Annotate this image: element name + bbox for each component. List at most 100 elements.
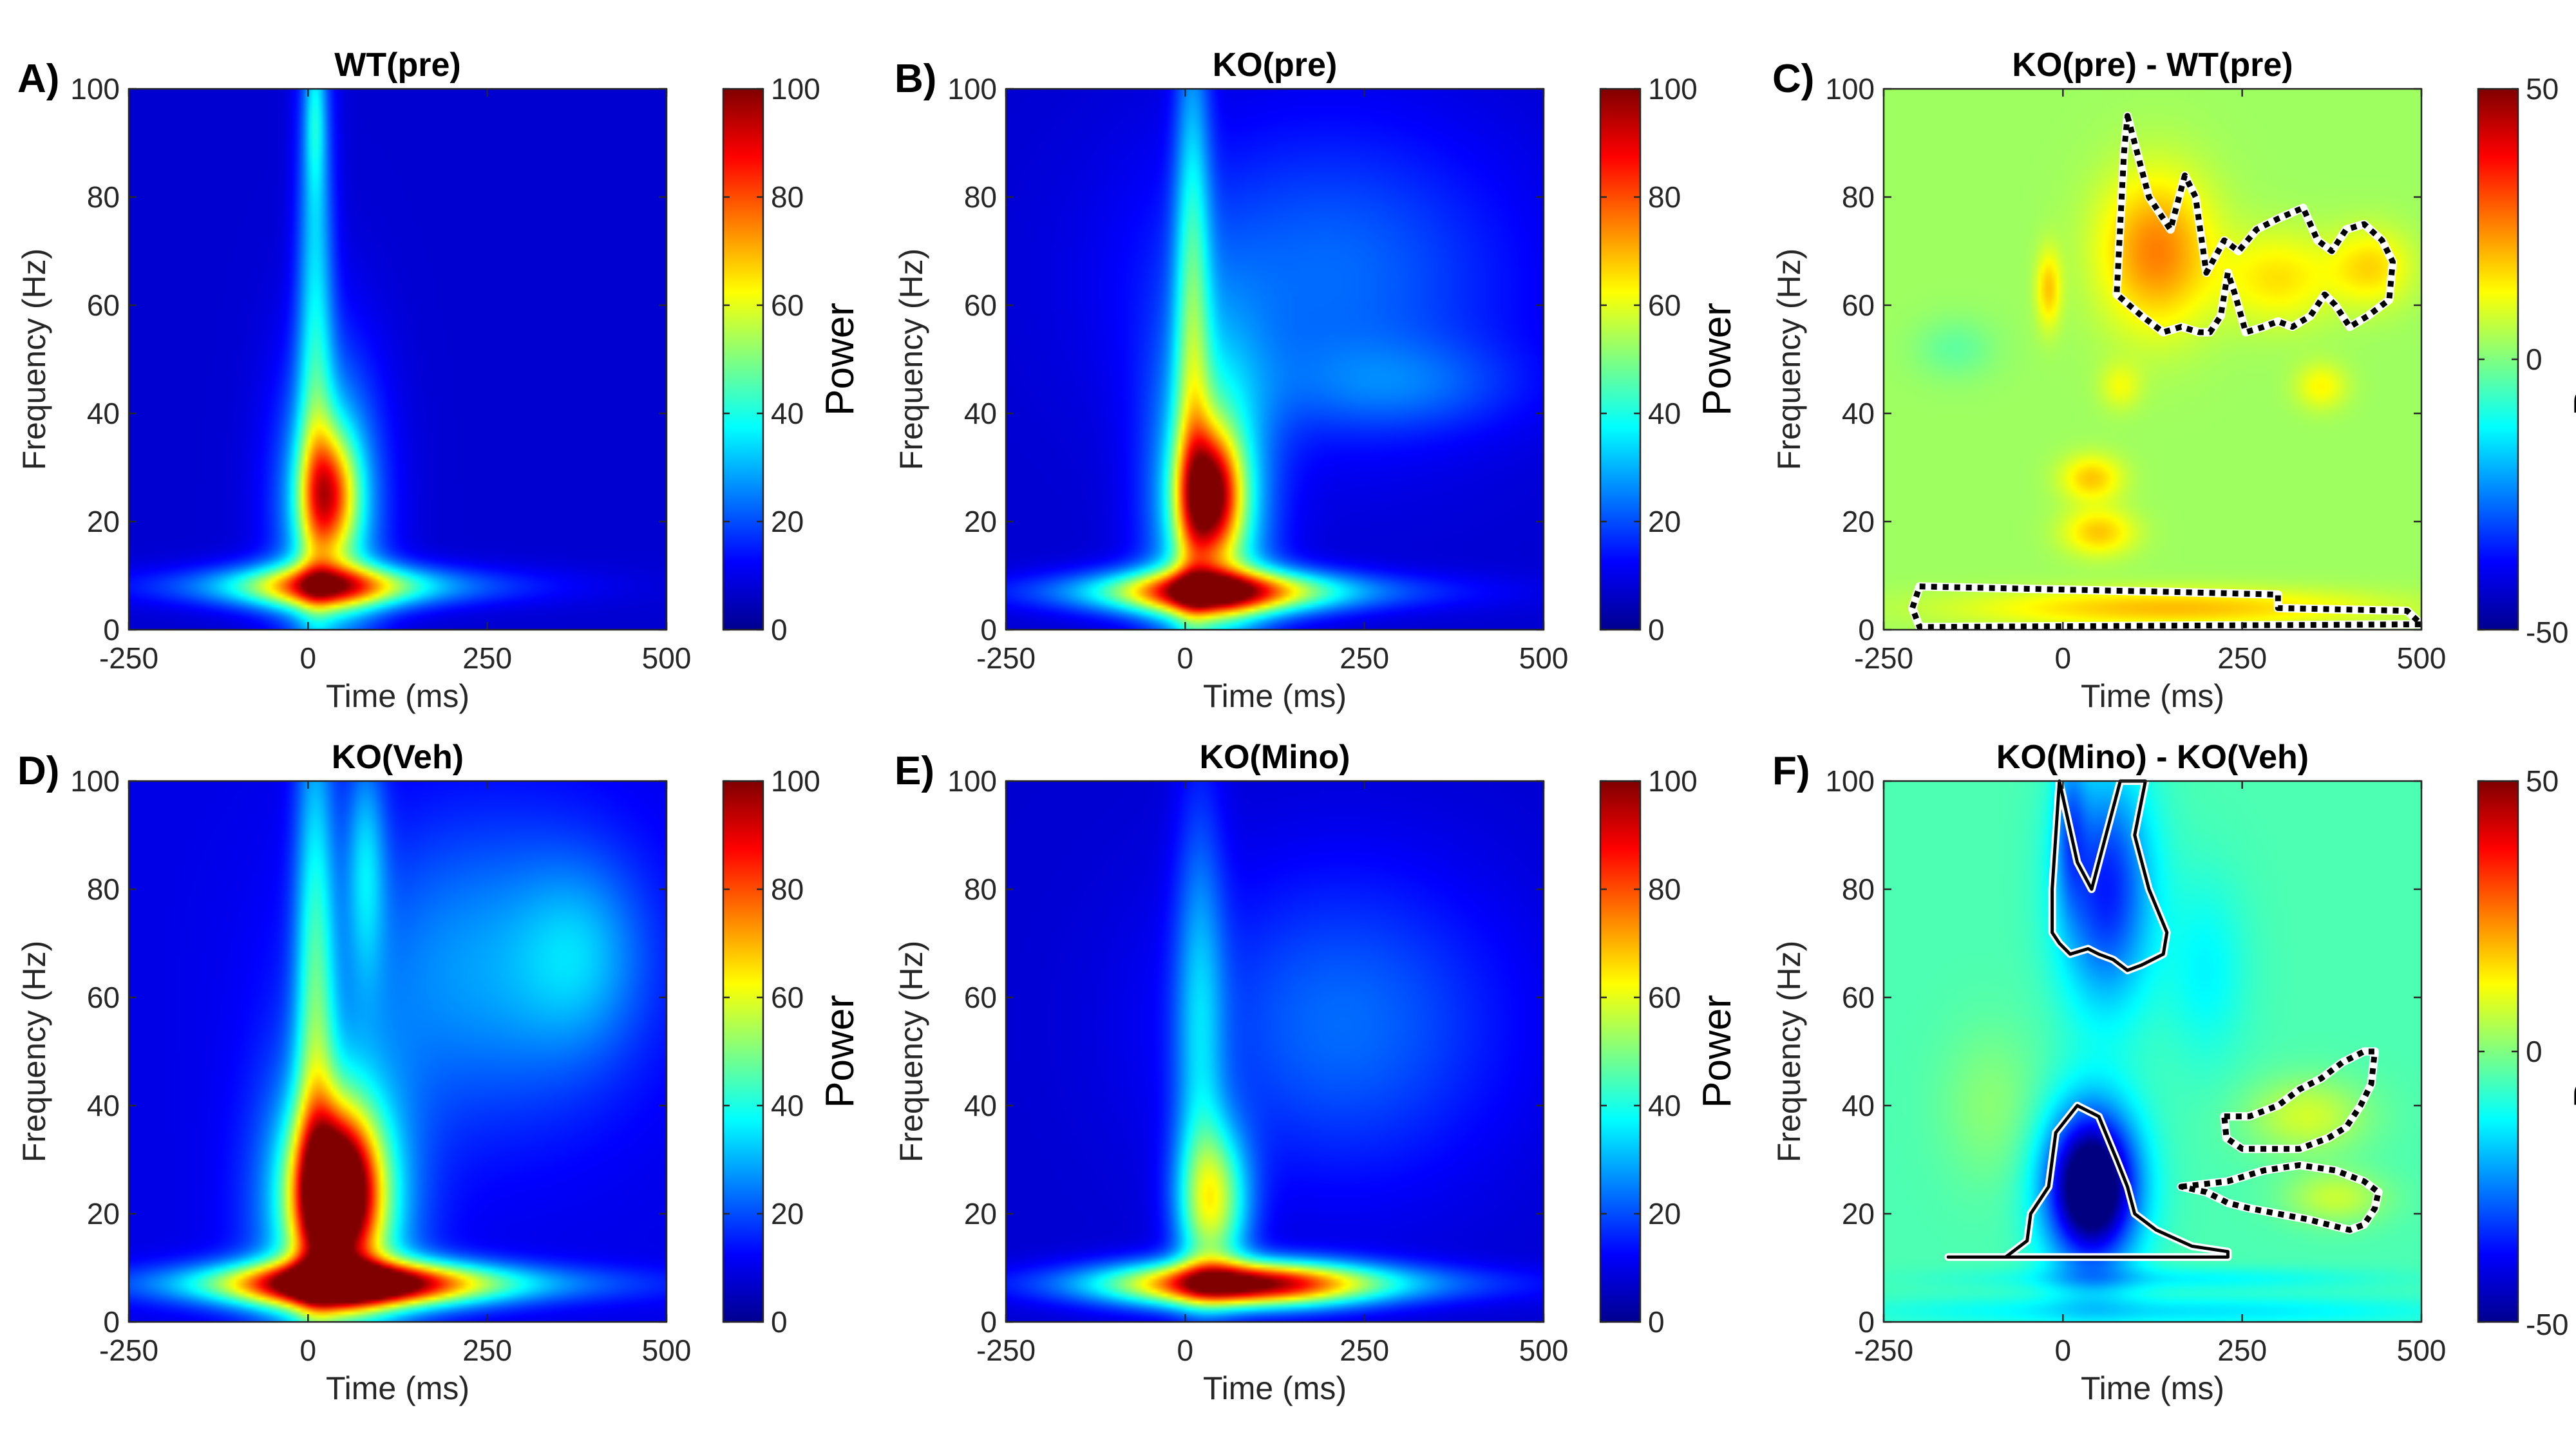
x-tick-label: -250 — [1854, 1334, 1913, 1367]
x-axis-label: Time (ms) — [1203, 678, 1347, 714]
colorbar-tick-label: 80 — [1648, 872, 1681, 906]
colorbar-tick-label: 80 — [1648, 180, 1681, 214]
x-tick-label: 0 — [2055, 641, 2072, 675]
y-tick-label: 80 — [87, 872, 120, 906]
y-tick-label: 60 — [1842, 981, 1875, 1014]
colorbar-tick-label: 100 — [1648, 764, 1698, 798]
colorbar-tick-label: 0 — [2526, 343, 2543, 376]
y-tick-label: 80 — [964, 180, 997, 214]
y-tick-label: 20 — [87, 1197, 120, 1230]
y-axis-label: Frequency (Hz) — [893, 249, 929, 471]
y-tick-label: 40 — [87, 397, 120, 430]
colorbar-label: Power — [818, 995, 862, 1108]
significance-contour-dashed — [2178, 1162, 2382, 1233]
heatmap-image — [1884, 89, 2421, 630]
significance-contour-dashed — [2114, 113, 2396, 335]
y-tick-label: 60 — [87, 981, 120, 1014]
colorbar-tick-label: 60 — [771, 981, 804, 1014]
heatmap-image — [1884, 781, 2421, 1322]
colorbar-tick-label: 0 — [771, 613, 788, 646]
y-tick-label: 20 — [1842, 505, 1875, 538]
x-tick-label: 0 — [300, 1334, 317, 1367]
y-axis-label: Frequency (Hz) — [1771, 941, 1807, 1163]
y-tick-label: 100 — [947, 764, 997, 798]
panel-letter: C) — [1772, 57, 1814, 101]
axes-frame — [128, 780, 668, 1323]
x-tick-label: 250 — [462, 641, 512, 675]
y-tick-label: 40 — [964, 397, 997, 430]
colorbar-tick-label: -50 — [2526, 616, 2568, 649]
significance-contour-solid — [1946, 1104, 2230, 1259]
y-tick-label: 100 — [70, 764, 120, 798]
panel-title: KO(Veh) — [332, 739, 464, 776]
y-axis-label: Frequency (Hz) — [16, 249, 52, 471]
y-tick-label: 0 — [103, 613, 120, 646]
panel-title: KO(Mino) — [1200, 739, 1350, 776]
x-tick-label: 0 — [1177, 1334, 1194, 1367]
colorbar-label: Power — [1695, 995, 1739, 1108]
colorbar-tick-label: 0 — [1648, 613, 1665, 646]
colorbar-tick-label: 100 — [1648, 72, 1698, 106]
y-tick-label: 20 — [1842, 1197, 1875, 1230]
colorbar-tick-label: 60 — [1648, 288, 1681, 322]
y-tick-label: 60 — [964, 981, 997, 1014]
colorbar-tick-label: 50 — [2526, 764, 2559, 798]
axes-frame — [1005, 780, 1545, 1323]
x-tick-label: -250 — [99, 1334, 158, 1367]
y-tick-label: 20 — [964, 1197, 997, 1230]
colorbar-tick-label: 40 — [1648, 397, 1681, 430]
colorbar-tick-label: 40 — [1648, 1089, 1681, 1122]
x-tick-label: 250 — [2217, 641, 2267, 675]
panel-letter: D) — [17, 749, 59, 793]
x-tick-label: 0 — [1177, 641, 1194, 675]
panel-title: WT(pre) — [334, 46, 460, 84]
x-tick-label: 250 — [1340, 641, 1389, 675]
panel-title: KO(pre) - WT(pre) — [2012, 46, 2293, 84]
y-tick-label: 0 — [980, 1305, 997, 1339]
x-tick-label: 250 — [462, 1334, 512, 1367]
x-tick-label: -250 — [99, 641, 158, 675]
x-tick-label: 500 — [1519, 641, 1569, 675]
x-tick-label: 500 — [1519, 1334, 1569, 1367]
axes-frame — [1005, 88, 1545, 631]
y-tick-label: 40 — [1842, 1089, 1875, 1122]
x-tick-label: 250 — [2217, 1334, 2267, 1367]
axes-frame — [1882, 780, 2423, 1323]
colorbar-tick-label: 20 — [771, 1197, 804, 1230]
significance-contour-solid — [2050, 779, 2169, 972]
panel-letter: A) — [17, 57, 59, 101]
x-tick-label: 500 — [2397, 1334, 2447, 1367]
colorbar — [722, 88, 764, 631]
y-tick-label: 20 — [87, 505, 120, 538]
x-tick-label: 250 — [1340, 1334, 1389, 1367]
panel-letter: F) — [1772, 749, 1810, 793]
colorbar-tick-label: 100 — [771, 72, 820, 106]
colorbar-tick-label: 80 — [771, 180, 804, 214]
x-tick-label: 500 — [2397, 641, 2447, 675]
panel-letter: B) — [895, 57, 936, 101]
heatmap-image — [129, 89, 667, 630]
y-tick-label: 0 — [980, 613, 997, 646]
colorbar-tick-label: 60 — [771, 288, 804, 322]
y-tick-label: 0 — [103, 1305, 120, 1339]
colorbar-tick-label: 20 — [1648, 505, 1681, 538]
colorbar — [2477, 780, 2519, 1323]
y-tick-label: 40 — [964, 1089, 997, 1122]
colorbar-tick-label: 100 — [771, 764, 820, 798]
y-tick-label: 0 — [1858, 1305, 1875, 1339]
y-tick-label: 100 — [947, 72, 997, 106]
y-tick-label: 0 — [1858, 613, 1875, 646]
y-tick-label: 40 — [87, 1089, 120, 1122]
y-tick-label: 60 — [964, 288, 997, 322]
y-tick-label: 80 — [1842, 180, 1875, 214]
panel-title: KO(pre) — [1213, 46, 1338, 84]
x-tick-label: 500 — [642, 1334, 692, 1367]
